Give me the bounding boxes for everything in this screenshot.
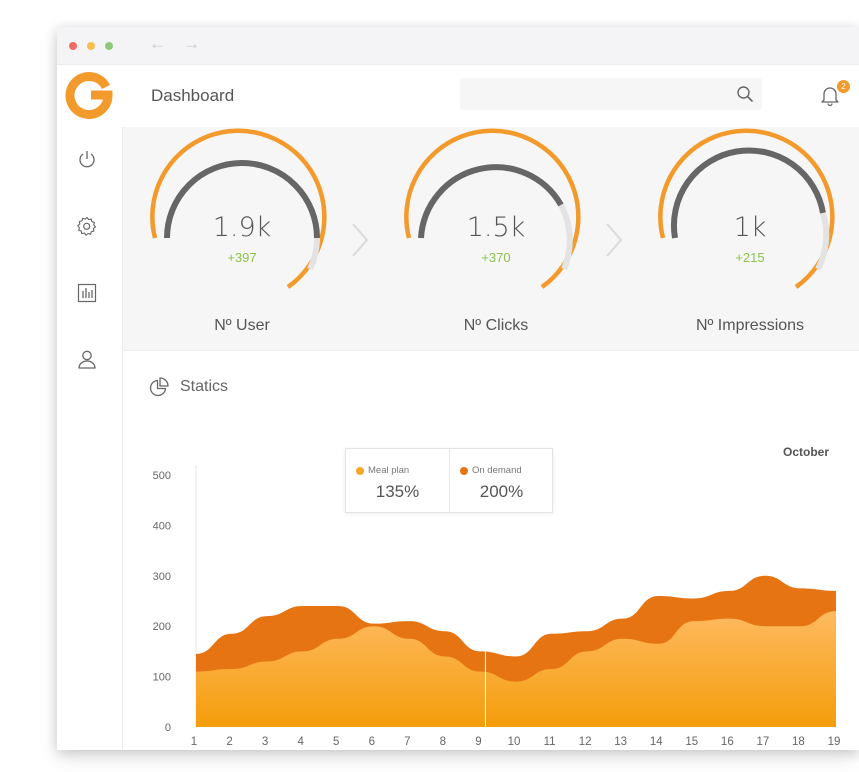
- bar-chart-icon[interactable]: [77, 283, 97, 303]
- x-tick-label: 18: [792, 736, 805, 748]
- search-icon[interactable]: [736, 85, 754, 103]
- tooltip-meal-plan: Meal plan 135%: [346, 449, 449, 512]
- stat-value: 1.9k: [212, 212, 272, 243]
- x-tick-label: 10: [508, 736, 521, 748]
- x-tick-label: 13: [614, 736, 627, 748]
- x-tick-label: 12: [579, 736, 592, 748]
- x-tick-label: 17: [756, 736, 769, 748]
- x-tick-label: 16: [721, 736, 734, 748]
- y-tick-label: 400: [153, 520, 171, 532]
- legend-dot: [460, 467, 468, 475]
- sidebar: [57, 127, 123, 750]
- maximize-window-button[interactable]: [105, 42, 113, 50]
- series-value: 200%: [479, 482, 524, 501]
- x-tick-label: 6: [369, 736, 375, 748]
- gauge-ring: [404, 128, 581, 289]
- x-tick-label: 15: [685, 736, 698, 748]
- stat-delta: +370: [481, 250, 511, 265]
- user-icon[interactable]: [77, 349, 97, 369]
- notification-badge: 2: [837, 80, 850, 93]
- section-title: Statics: [180, 378, 229, 395]
- legend-dot: [356, 467, 364, 475]
- stat-card-clicks: 1.5k +370 Nº Clicks: [401, 127, 591, 350]
- chevron-right-icon: [352, 223, 369, 257]
- stat-label: Nº User: [214, 317, 270, 334]
- app-header: Dashboard 2: [57, 65, 859, 128]
- power-icon[interactable]: [77, 149, 97, 169]
- app-window: ← → Dashboard 2: [57, 27, 859, 750]
- x-tick-label: 4: [297, 736, 304, 748]
- close-window-button[interactable]: [69, 42, 77, 50]
- x-tick-label: 9: [475, 736, 481, 748]
- x-tick-label: 1: [191, 736, 197, 748]
- stat-card-users: 1.9k +397 Nº User: [147, 127, 337, 350]
- page-title: Dashboard: [151, 86, 235, 105]
- y-tick-label: 0: [165, 722, 171, 734]
- stat-label: Nº Clicks: [463, 317, 529, 334]
- x-tick-label: 11: [544, 736, 556, 748]
- gauge-ring: [150, 128, 327, 289]
- stats-panel: 1.9k +397 Nº User 1.5k +370 Nº Clicks: [123, 127, 859, 351]
- browser-titlebar: ← →: [57, 27, 859, 65]
- stat-value: 1k: [733, 212, 767, 243]
- stat-label: Nº Impressions: [695, 317, 805, 334]
- logo: [65, 72, 113, 119]
- series-name: On demand: [472, 465, 522, 476]
- x-tick-label: 3: [262, 736, 268, 748]
- x-tick-label: 19: [828, 736, 841, 748]
- forward-arrow-icon[interactable]: →: [183, 34, 200, 53]
- stat-delta: +397: [227, 250, 257, 265]
- gear-icon[interactable]: [77, 216, 97, 236]
- chevron-right-icon: [606, 223, 623, 257]
- y-tick-label: 500: [153, 470, 171, 482]
- back-arrow-icon[interactable]: ←: [149, 34, 166, 53]
- stat-delta: +215: [735, 250, 765, 265]
- tooltip-on-demand: On demand 200%: [449, 449, 553, 512]
- x-tick-label: 14: [650, 736, 663, 748]
- y-tick-label: 100: [153, 672, 171, 684]
- y-tick-label: 200: [153, 621, 171, 633]
- minimize-window-button[interactable]: [87, 42, 95, 50]
- chart-tooltip: Meal plan 135% On demand 200%: [345, 448, 553, 513]
- y-tick-label: 300: [153, 571, 171, 583]
- month-label: October: [783, 445, 830, 459]
- series-value: 135%: [375, 482, 420, 501]
- statics-chart: 0 100 200 300 400 500 1 2 3 4 5 6 7 8 9 10 11 12 13 14 15 16 1…: [123, 427, 859, 750]
- stat-value: 1.5k: [466, 212, 526, 243]
- stat-card-impressions: 1k +215 Nº Impressions: [655, 127, 845, 350]
- search-input[interactable]: [460, 78, 762, 110]
- bell-icon[interactable]: [821, 86, 839, 106]
- series-area-meal-plan: [196, 611, 836, 727]
- gauge-ring: [658, 128, 835, 289]
- series-name: Meal plan: [368, 465, 410, 476]
- x-tick-label: 7: [404, 736, 410, 748]
- pie-chart-icon: [149, 377, 169, 397]
- x-tick-label: 2: [226, 736, 232, 748]
- x-tick-label: 8: [440, 736, 446, 748]
- x-tick-label: 5: [333, 736, 339, 748]
